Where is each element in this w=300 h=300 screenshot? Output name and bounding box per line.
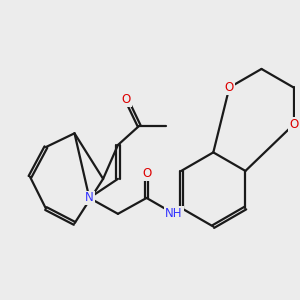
Text: O: O [142, 167, 151, 180]
Text: NH: NH [165, 207, 183, 220]
Text: O: O [289, 118, 298, 131]
Text: O: O [122, 93, 131, 106]
Text: N: N [85, 191, 94, 204]
Text: O: O [225, 81, 234, 94]
